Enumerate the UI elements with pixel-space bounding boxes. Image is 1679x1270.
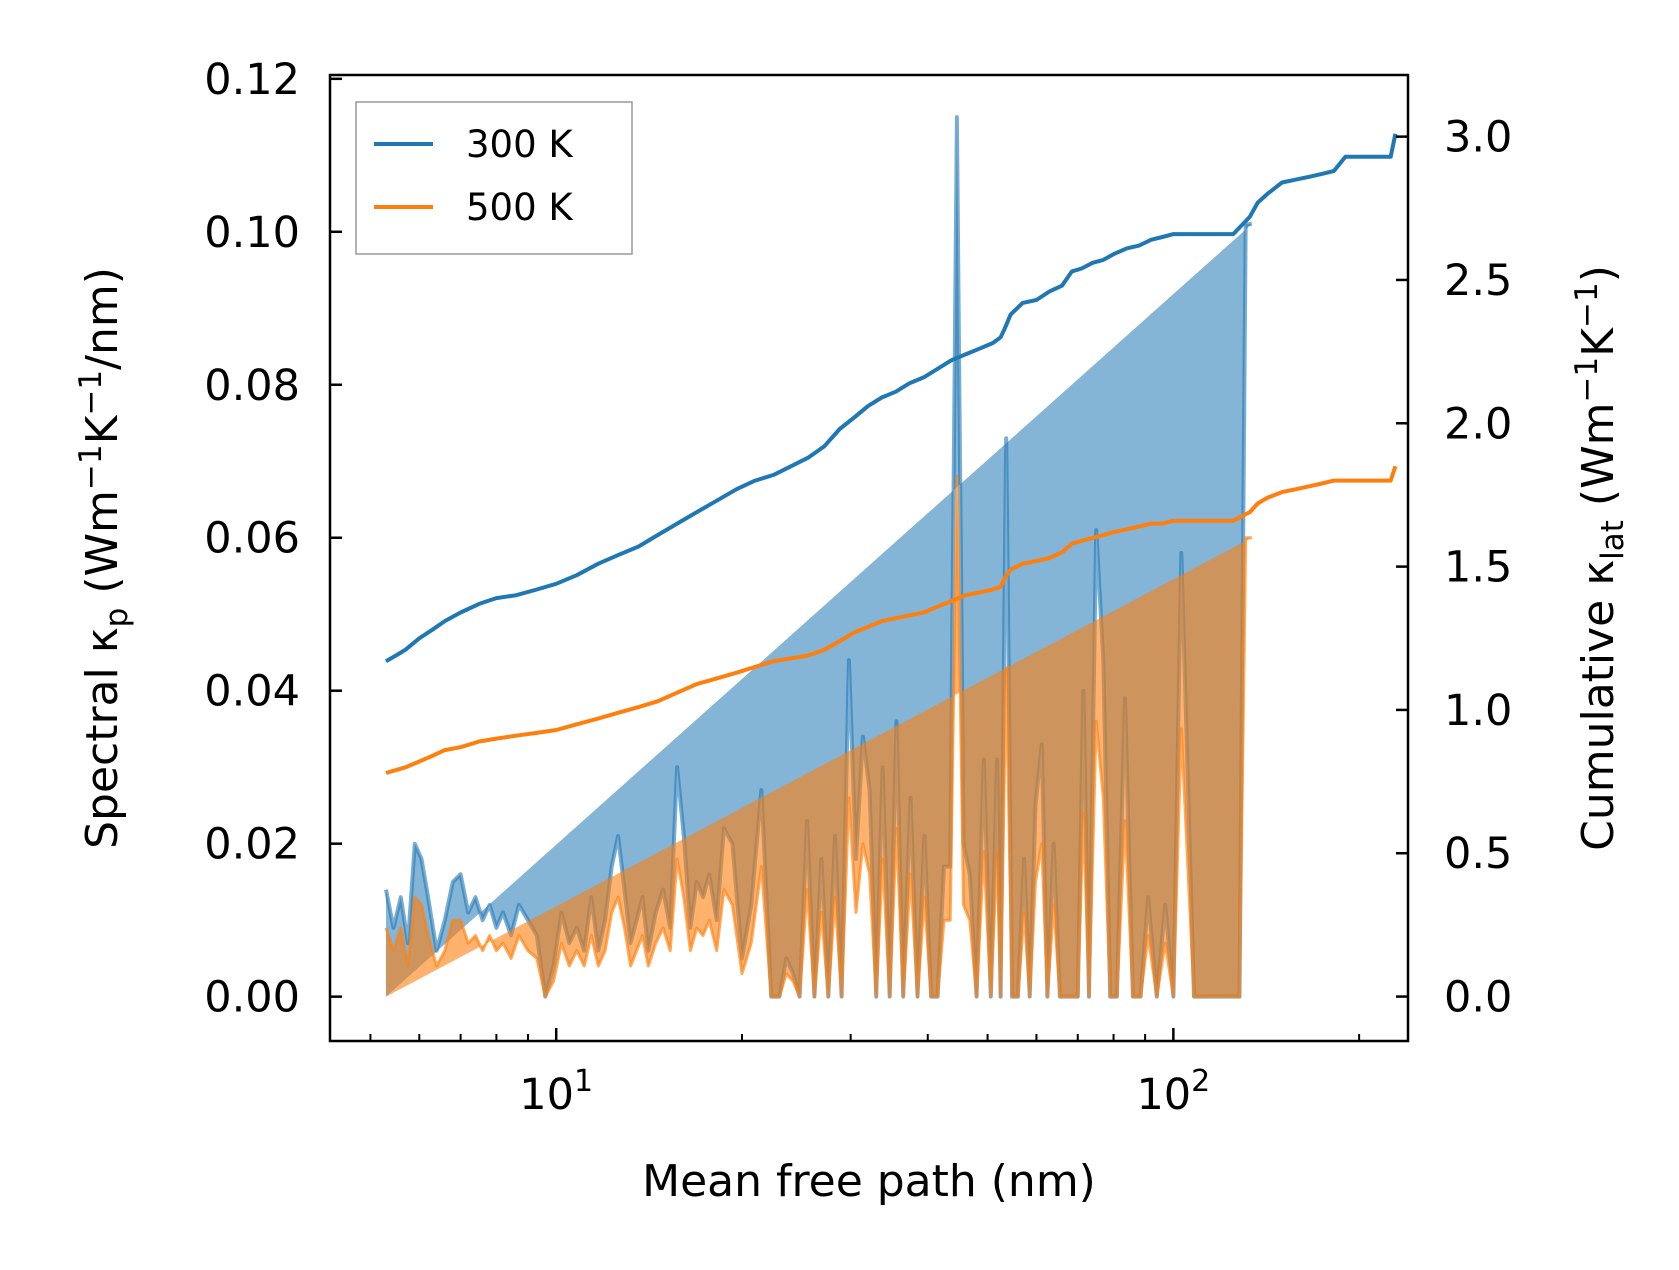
y-right-label-sub: lat	[1595, 520, 1631, 560]
y-right-tick-label: 1.0	[1444, 686, 1512, 736]
y-right-label-suffix: )	[1573, 265, 1624, 282]
y-left-tick-label: 0.06	[204, 514, 300, 564]
legend: 300 K 500 K	[355, 101, 633, 255]
legend-box	[355, 101, 633, 255]
y-right-label-prefix: Cumulative κ	[1573, 560, 1624, 851]
spectral-fill-500k	[386, 476, 1252, 997]
y-axis-left-label: Spectral κp (Wm−1K−1/nm)	[73, 267, 135, 849]
y-right-tick-label: 1.5	[1444, 543, 1512, 593]
y-right-tick-label: 0.0	[1444, 973, 1512, 1023]
y-left-label-sub: p	[99, 608, 135, 628]
y-right-label-mid: K	[1573, 327, 1624, 357]
y-left-label-prefix: Spectral κ	[77, 627, 128, 849]
y-left-tick-label: 0.02	[204, 820, 300, 870]
spectral-edge-500k	[384, 475, 1252, 999]
y-left-tick-label: 0.04	[204, 667, 300, 717]
y-right-label-units: (Wm	[1573, 403, 1624, 521]
x-axis-label: Mean free path (nm)	[642, 1156, 1096, 1207]
cumulative-line-300k	[385, 133, 1398, 663]
x-tick-label: 102	[1136, 1064, 1210, 1120]
y-left-label-sup1: −1	[73, 444, 109, 490]
tick-layer: 0.00 0.02 0.04 0.06 0.08 0.10 0.12 0.0 0.5 1.0 1.5…	[204, 55, 1512, 1120]
series-line-layer	[385, 133, 1398, 775]
plot-frame	[328, 73, 1410, 1043]
y-left-tick-label: 0.08	[204, 361, 300, 411]
y-right-tick-label: 0.5	[1444, 829, 1512, 879]
y-axis-right-label: Cumulative κlat (Wm−1K−1)	[1569, 265, 1631, 851]
y-right-tick-label: 2.5	[1444, 256, 1512, 306]
y-right-tick-label: 2.0	[1444, 399, 1512, 449]
y-right-label-sup2: −1	[1569, 282, 1605, 328]
y-right-tick-label: 3.0	[1444, 113, 1512, 163]
spectral-fill-layer	[384, 115, 1252, 999]
y-left-tick-label: 0.12	[204, 55, 300, 105]
y-left-tick-label: 0.10	[204, 208, 300, 258]
y-left-label-units: (Wm	[77, 490, 128, 608]
cumulative-line-500k	[385, 465, 1398, 775]
y-left-label-sup2: −1	[73, 370, 109, 416]
legend-label-300k: 300 K	[466, 123, 574, 166]
y-left-tick-label: 0.00	[204, 973, 300, 1023]
y-left-label-mid: K	[77, 414, 128, 444]
x-tick-label: 101	[519, 1064, 593, 1120]
y-right-label-sup1: −1	[1569, 357, 1605, 403]
y-left-label-suffix: /nm)	[77, 267, 128, 370]
legend-label-500k: 500 K	[466, 186, 574, 229]
